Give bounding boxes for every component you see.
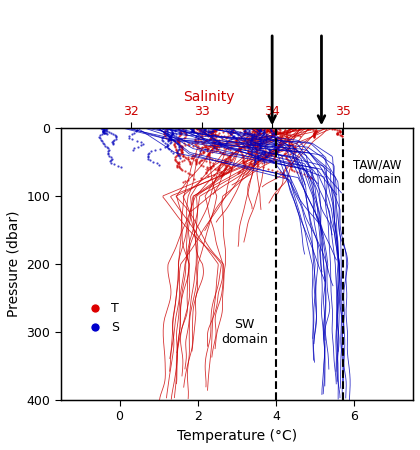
X-axis label: Temperature (°C): Temperature (°C) xyxy=(177,429,297,443)
Text: TAW/AW
domain: TAW/AW domain xyxy=(353,158,402,186)
X-axis label: Salinity: Salinity xyxy=(183,90,234,104)
Legend: T, S: T, S xyxy=(78,297,124,339)
Text: SW
domain: SW domain xyxy=(221,318,268,346)
Y-axis label: Pressure (dbar): Pressure (dbar) xyxy=(7,211,21,317)
